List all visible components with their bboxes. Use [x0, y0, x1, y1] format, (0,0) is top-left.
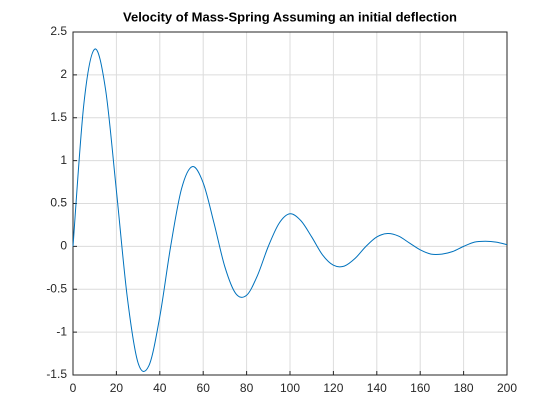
x-tick-label: 20: [110, 381, 124, 395]
x-tick-label: 140: [367, 381, 387, 395]
x-tick-label: 80: [240, 381, 254, 395]
x-tick-label: 60: [197, 381, 211, 395]
y-tick-label: -0.5: [46, 281, 67, 295]
y-tick-label: 1: [60, 153, 67, 167]
x-tick-label: 180: [454, 381, 474, 395]
y-tick-label: 0.5: [50, 196, 67, 210]
x-tick-label: 200: [497, 381, 517, 395]
y-tick-label: -1: [56, 324, 67, 338]
y-tick-label: 2: [60, 67, 67, 81]
y-tick-label: 0: [60, 239, 67, 253]
chart-title: Velocity of Mass-Spring Assuming an init…: [123, 9, 457, 24]
x-tick-label: 40: [153, 381, 167, 395]
y-tick-label: -1.5: [46, 367, 67, 381]
x-tick-label: 100: [280, 381, 300, 395]
x-tick-label: 120: [323, 381, 343, 395]
y-tick-label: 1.5: [50, 110, 67, 124]
x-tick-label: 0: [70, 381, 77, 395]
data-line: [72, 48, 508, 372]
x-tick-label: 160: [410, 381, 430, 395]
y-tick-label: 2.5: [50, 24, 67, 38]
plot-frame: [72, 31, 508, 376]
